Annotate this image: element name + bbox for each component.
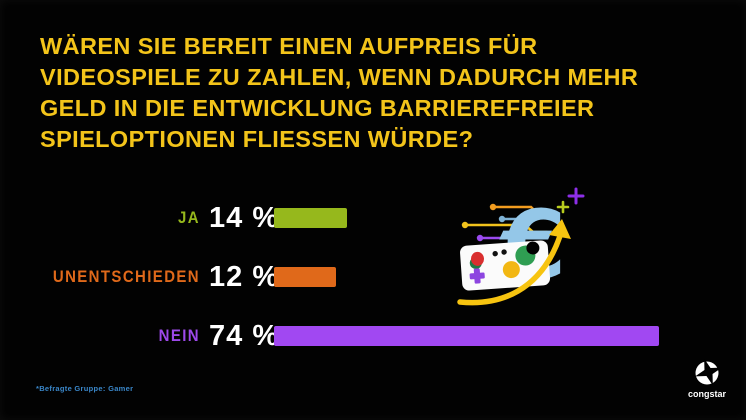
bar-nein (274, 326, 659, 346)
category-label-unentschieden: UNENTSCHIEDEN (52, 267, 200, 286)
circuit-lines-icon (461, 203, 555, 242)
category-label-ja: JA (178, 208, 200, 227)
brand-logo: congstar (679, 358, 735, 406)
value-label-ja: 14 % (209, 201, 280, 234)
congstar-star-logo: congstar (688, 358, 727, 399)
bar-unentschieden (274, 267, 337, 287)
game-controller-icon (460, 240, 551, 291)
chart-row-unentschieden: UNENTSCHIEDEN 12 % (0, 258, 746, 296)
category-label-nein: NEIN (158, 326, 200, 345)
growth-arrow-icon (457, 219, 571, 306)
title-line-3: GELD IN DIE ENTWICKLUNG BARRIEREFREIER (40, 95, 595, 121)
footnote: *Befragte Gruppe: Gamer (36, 384, 134, 393)
plus-button-icon (469, 268, 485, 284)
title-line-4: SPIELOPTIONEN FLIESSEN WÜRDE? (40, 126, 474, 152)
value-label-unentschieden: 12 % (209, 260, 280, 293)
page-title: WÄREN SIE BEREIT EINEN AUFPREIS FÜR VIDE… (40, 31, 720, 155)
value-label-nein: 74 % (209, 319, 280, 352)
euro-gaming-illustration: € (457, 187, 585, 306)
title-line-1: WÄREN SIE BEREIT EINEN AUFPREIS FÜR (40, 33, 538, 59)
sparkle-plus-icon (556, 187, 585, 214)
title-line-2: VIDEOSPIELE ZU ZAHLEN, WENN DADURCH MEHR (40, 64, 639, 90)
chart-row-ja: JA 14 % (0, 199, 746, 237)
chart-row-nein: NEIN 74 % (0, 317, 746, 355)
brand-name-text: congstar (688, 389, 727, 399)
bar-ja (274, 208, 347, 228)
